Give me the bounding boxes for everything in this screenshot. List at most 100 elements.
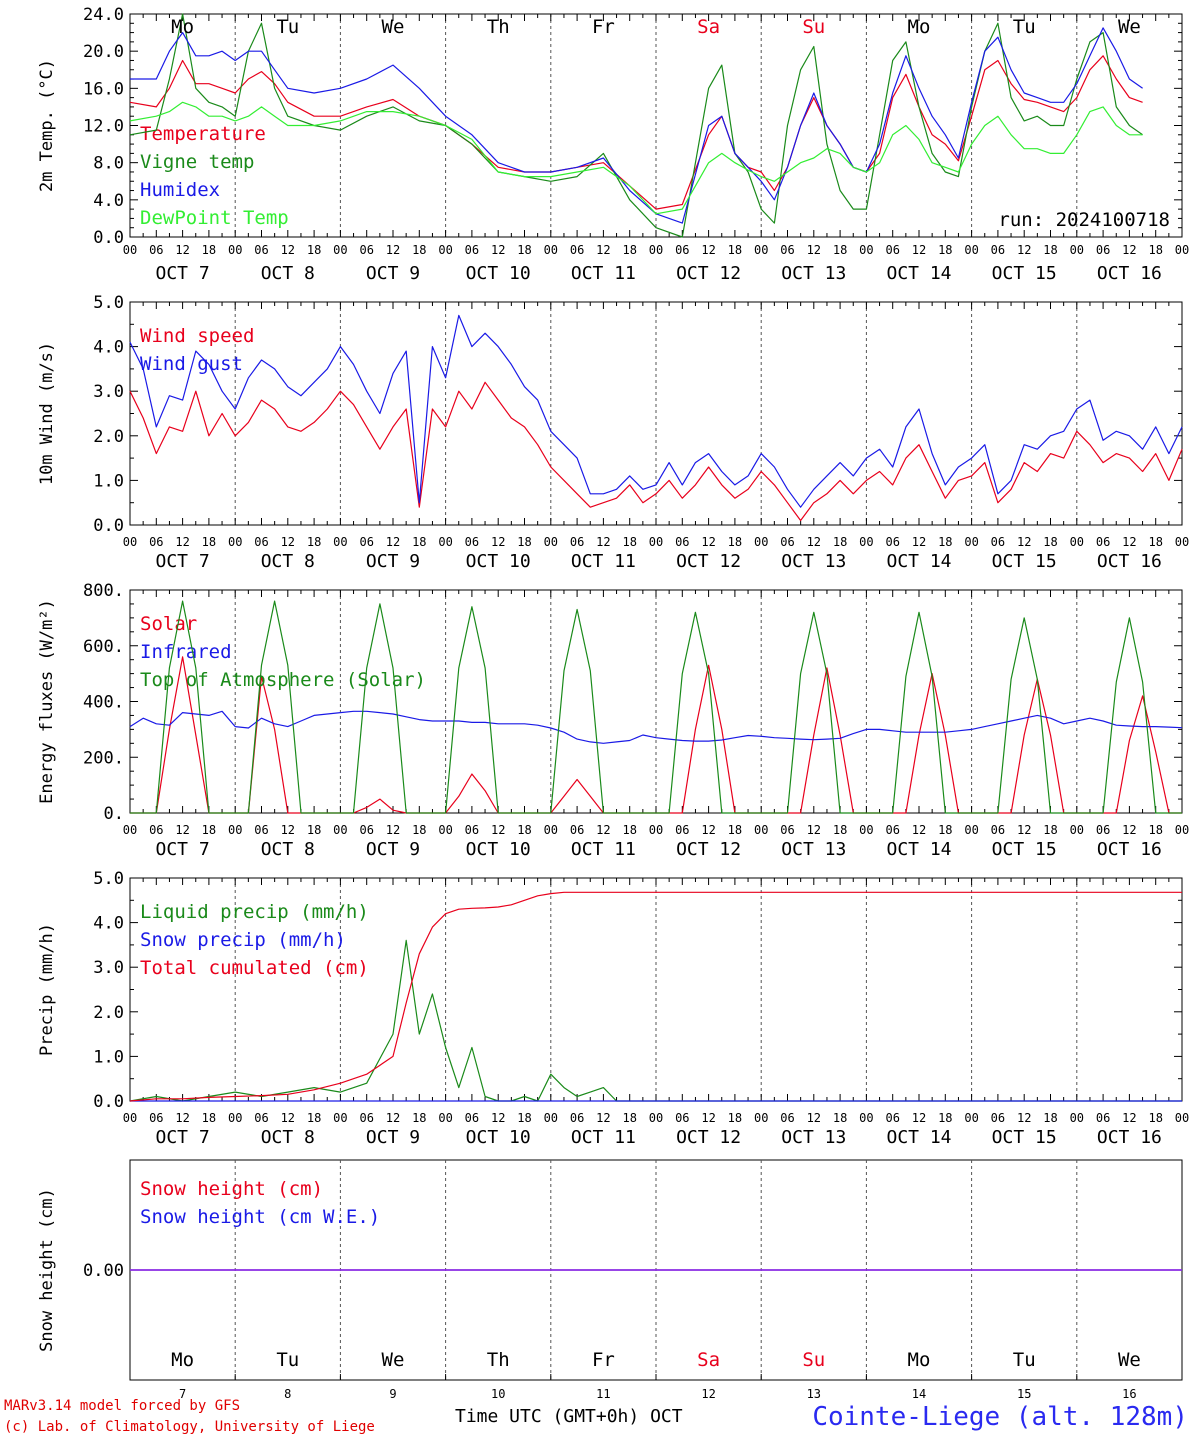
wind-y-tick-label: 0.0 [93, 516, 124, 536]
wind-date-label: OCT 16 [1097, 551, 1162, 572]
x-axis-title: Time UTC (GMT+0h) OCT [455, 1406, 683, 1427]
wind-frame [129, 301, 1183, 526]
energy-hour-label: 18 [412, 823, 426, 837]
temperature-date-label: OCT 12 [676, 263, 741, 284]
temperature-hour-label: 12 [386, 243, 400, 257]
energy-hour-label: 18 [833, 823, 847, 837]
wind-hour-label: 18 [1043, 535, 1057, 549]
weekday-label-top: We [382, 16, 405, 38]
temperature-y-tick-label: 20.0 [83, 42, 124, 62]
precip-hour-label: 00 [438, 1111, 452, 1125]
precip-date-label: OCT 12 [676, 1127, 741, 1148]
temperature-series-vigne-temp [129, 13, 1143, 238]
wind-hour-label: 00 [964, 535, 978, 549]
weekday-label-bottom: We [382, 1349, 405, 1371]
temperature-hour-label: 12 [175, 243, 189, 257]
energy-hour-label: 00 [1070, 823, 1084, 837]
temperature-legend-entry: DewPoint Temp [140, 207, 289, 229]
temperature-date-label: OCT 16 [1097, 263, 1162, 284]
temperature-hour-label: 18 [1148, 243, 1162, 257]
day-number-label: 12 [701, 1387, 715, 1401]
temperature-hour-label: 12 [701, 243, 715, 257]
wind-y-tick-label: 2.0 [93, 427, 124, 447]
energy-hour-label: 06 [780, 823, 794, 837]
temperature-y-tick-label: 24.0 [83, 5, 124, 25]
temperature-hour-label: 18 [622, 243, 636, 257]
wind-date-label: OCT 14 [886, 551, 951, 572]
temperature-hour-label: 00 [1070, 243, 1084, 257]
weekday-label-top: We [1118, 16, 1141, 38]
precip-legend-entry: Liquid precip (mm/h) [140, 901, 369, 923]
wind-date-label: OCT 10 [466, 551, 531, 572]
precip-hour-label: 06 [780, 1111, 794, 1125]
energy-date-label: OCT 16 [1097, 839, 1162, 860]
energy-hour-label: 00 [649, 823, 663, 837]
wind-hour-label: 00 [1070, 535, 1084, 549]
precip-y-tick-label: 4.0 [93, 914, 124, 934]
temperature-hour-label: 06 [254, 243, 268, 257]
temperature-hour-label: 18 [833, 243, 847, 257]
wind-date-label: OCT 15 [992, 551, 1057, 572]
temperature-hour-label: 06 [675, 243, 689, 257]
precip-hour-label: 18 [622, 1111, 636, 1125]
x-axis-title-text: Time UTC (GMT+0h) [455, 1406, 640, 1427]
temperature-legend-entry: Humidex [140, 179, 220, 201]
precip-hour-label: 06 [675, 1111, 689, 1125]
temperature-hour-label: 00 [649, 243, 663, 257]
precip-hour-label: 18 [1148, 1111, 1162, 1125]
day-number-label: 8 [284, 1387, 291, 1401]
energy-hour-label: 00 [1175, 823, 1189, 837]
energy-hour-label: 12 [807, 823, 821, 837]
energy-hour-label: 00 [333, 823, 347, 837]
energy-hour-label: 18 [728, 823, 742, 837]
energy-hour-label: 12 [701, 823, 715, 837]
snow-legend-entry: Snow height (cm W.E.) [140, 1206, 380, 1228]
wind-hour-label: 00 [333, 535, 347, 549]
energy-date-label: OCT 13 [781, 839, 846, 860]
wind-y-tick-label: 5.0 [93, 293, 124, 313]
wind-date-label: OCT 11 [571, 551, 636, 572]
energy-hour-label: 12 [1122, 823, 1136, 837]
energy-hour-label: 00 [964, 823, 978, 837]
energy-y-tick-label: 0. [104, 804, 124, 824]
weekday-label-bottom: Sa [697, 1349, 720, 1371]
precip-hour-label: 00 [964, 1111, 978, 1125]
wind-hour-label: 06 [465, 535, 479, 549]
temperature-date-label: OCT 10 [466, 263, 531, 284]
wind-hour-label: 18 [622, 535, 636, 549]
wind-date-label: OCT 12 [676, 551, 741, 572]
wind-hour-label: 00 [754, 535, 768, 549]
temperature-hour-label: 06 [780, 243, 794, 257]
temperature-legend-entry: Temperature [140, 123, 266, 145]
temperature-hour-label: 06 [885, 243, 899, 257]
energy-hour-label: 06 [465, 823, 479, 837]
energy-hour-label: 06 [991, 823, 1005, 837]
energy-hour-label: 06 [570, 823, 584, 837]
energy-hour-label: 00 [544, 823, 558, 837]
wind-hour-label: 12 [1017, 535, 1031, 549]
energy-date-label: OCT 11 [571, 839, 636, 860]
energy-hour-label: 18 [1043, 823, 1057, 837]
wind-hour-label: 00 [438, 535, 452, 549]
precip-hour-label: 12 [281, 1111, 295, 1125]
precip-hour-label: 18 [202, 1111, 216, 1125]
wind-hour-label: 18 [412, 535, 426, 549]
precip-date-label: OCT 16 [1097, 1127, 1162, 1148]
wind-hour-label: 06 [570, 535, 584, 549]
energy-hour-label: 06 [254, 823, 268, 837]
precip-hour-label: 00 [544, 1111, 558, 1125]
precip-date-label: OCT 11 [571, 1127, 636, 1148]
temperature-hour-label: 00 [544, 243, 558, 257]
snow-y-tick-label: 0.00 [83, 1261, 124, 1281]
temperature-y-tick-label: 4.0 [93, 191, 124, 211]
energy-y-tick-label: 600. [83, 637, 124, 657]
energy-frame [129, 589, 1183, 814]
wind-hour-label: 12 [386, 535, 400, 549]
precip-hour-label: 06 [885, 1111, 899, 1125]
wind-hour-label: 06 [359, 535, 373, 549]
energy-hour-label: 00 [438, 823, 452, 837]
energy-y-tick-label: 200. [83, 748, 124, 768]
wind-hour-label: 18 [202, 535, 216, 549]
energy-y-tick-label: 400. [83, 693, 124, 713]
precip-hour-label: 00 [1175, 1111, 1189, 1125]
